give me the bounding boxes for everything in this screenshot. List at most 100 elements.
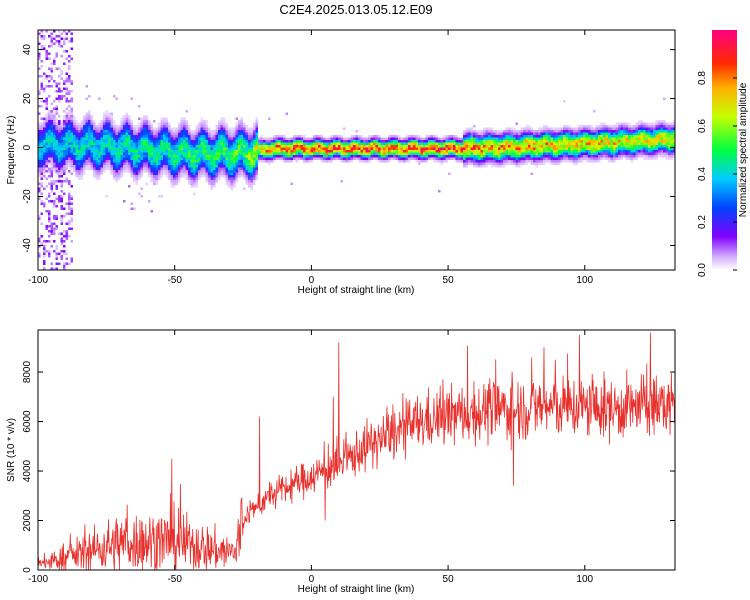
heatmap-cell bbox=[448, 145, 451, 148]
heatmap-cell bbox=[178, 162, 181, 165]
heatmap-cell bbox=[153, 142, 156, 145]
snr-x-label: Height of straight line (km) bbox=[298, 584, 415, 595]
heatmap-cell bbox=[65, 100, 68, 103]
heatmap-cell bbox=[43, 240, 46, 243]
heatmap-cell bbox=[140, 140, 143, 143]
heatmap-cell bbox=[145, 115, 148, 118]
heatmap-cell bbox=[220, 122, 223, 125]
heatmap-cell bbox=[243, 130, 246, 133]
heatmap-cell bbox=[165, 152, 168, 155]
heatmap-cell bbox=[240, 145, 243, 148]
heatmap-cell bbox=[643, 122, 646, 125]
heatmap-cell bbox=[383, 147, 386, 150]
heatmap-cell bbox=[670, 132, 673, 135]
heatmap-cell bbox=[218, 160, 221, 163]
heatmap-cell bbox=[280, 135, 283, 138]
heatmap-cell bbox=[295, 140, 298, 143]
heatmap-cell bbox=[245, 155, 248, 158]
heatmap-cell bbox=[40, 152, 43, 155]
heatmap-cell bbox=[563, 130, 566, 133]
heatmap-cell bbox=[490, 145, 493, 148]
heatmap-cell bbox=[123, 157, 126, 160]
heatmap-cell bbox=[420, 155, 423, 158]
heatmap-cell bbox=[155, 130, 158, 133]
heatmap-cell bbox=[440, 142, 443, 145]
heatmap-cell bbox=[225, 155, 228, 158]
heatmap-cell bbox=[235, 117, 238, 120]
heatmap-cell bbox=[393, 155, 396, 158]
heatmap-cell bbox=[50, 167, 53, 170]
heatmap-cell bbox=[245, 157, 248, 160]
heatmap-cell bbox=[260, 145, 263, 148]
heatmap-cell bbox=[660, 132, 663, 135]
heatmap-cell bbox=[183, 165, 186, 168]
heatmap-cell bbox=[618, 135, 621, 138]
heatmap-cell bbox=[640, 120, 643, 123]
heatmap-cell bbox=[63, 245, 66, 248]
heatmap-cell bbox=[68, 152, 71, 155]
heatmap-cell bbox=[228, 140, 231, 143]
heatmap-cell bbox=[388, 155, 391, 158]
heatmap-cell bbox=[173, 137, 176, 140]
heatmap-cell bbox=[123, 140, 126, 143]
heatmap-cell bbox=[178, 132, 181, 135]
heatmap-cell bbox=[420, 137, 423, 140]
heatmap-cell bbox=[108, 167, 111, 170]
heatmap-cell bbox=[333, 147, 336, 150]
heatmap-cell bbox=[493, 137, 496, 140]
colorbar-ticks: 0.00.20.40.60.8 bbox=[697, 71, 737, 277]
heatmap-cell bbox=[460, 160, 463, 163]
heatmap-cell bbox=[590, 125, 593, 128]
heatmap-cell bbox=[375, 157, 378, 160]
heatmap-cell bbox=[180, 125, 183, 128]
heatmap-cell bbox=[83, 172, 86, 175]
heatmap-cell bbox=[640, 150, 643, 153]
heatmap-cell bbox=[153, 155, 156, 158]
heatmap-cell bbox=[315, 145, 318, 148]
heatmap-cell bbox=[598, 150, 601, 153]
heatmap-cell bbox=[195, 137, 198, 140]
heatmap-cell bbox=[138, 132, 141, 135]
heatmap-cell bbox=[378, 157, 381, 160]
heatmap-cell bbox=[560, 132, 563, 135]
heatmap-cell bbox=[130, 162, 133, 165]
heatmap-cell bbox=[55, 170, 58, 173]
heatmap-cell bbox=[568, 137, 571, 140]
heatmap-cell bbox=[68, 75, 71, 78]
heatmap-cell bbox=[245, 177, 248, 180]
heatmap-cell bbox=[60, 135, 63, 138]
heatmap-cell bbox=[83, 122, 86, 125]
heatmap-cell bbox=[50, 162, 53, 165]
heatmap-cell bbox=[230, 140, 233, 143]
heatmap-cell bbox=[370, 150, 373, 153]
heatmap-cell bbox=[190, 145, 193, 148]
heatmap-cell bbox=[428, 142, 431, 145]
heatmap-cell bbox=[333, 150, 336, 153]
heatmap-cell bbox=[230, 177, 233, 180]
heatmap-cell bbox=[198, 142, 201, 145]
heatmap-cell bbox=[220, 135, 223, 138]
heatmap-cell bbox=[673, 137, 676, 140]
heatmap-cell bbox=[513, 130, 516, 133]
heatmap-cell bbox=[540, 142, 543, 145]
heatmap-cell bbox=[225, 167, 228, 170]
heatmap-cell bbox=[370, 135, 373, 138]
heatmap-cell bbox=[165, 157, 168, 160]
heatmap-cell bbox=[548, 160, 551, 163]
heatmap-cell bbox=[40, 175, 43, 178]
heatmap-cell bbox=[318, 152, 321, 155]
heatmap-cell bbox=[473, 135, 476, 138]
heatmap-cell bbox=[50, 132, 53, 135]
heatmap-cell bbox=[345, 150, 348, 153]
heatmap-cell bbox=[175, 150, 178, 153]
heatmap-cell bbox=[190, 177, 193, 180]
heatmap-cell bbox=[618, 125, 621, 128]
heatmap-cell bbox=[53, 202, 56, 205]
heatmap-cell bbox=[228, 152, 231, 155]
heatmap-cell bbox=[65, 160, 68, 163]
heatmap-cell bbox=[110, 145, 113, 148]
heatmap-cell bbox=[465, 142, 468, 145]
heatmap-cell bbox=[170, 177, 173, 180]
heatmap-cell bbox=[563, 147, 566, 150]
heatmap-cell bbox=[213, 137, 216, 140]
